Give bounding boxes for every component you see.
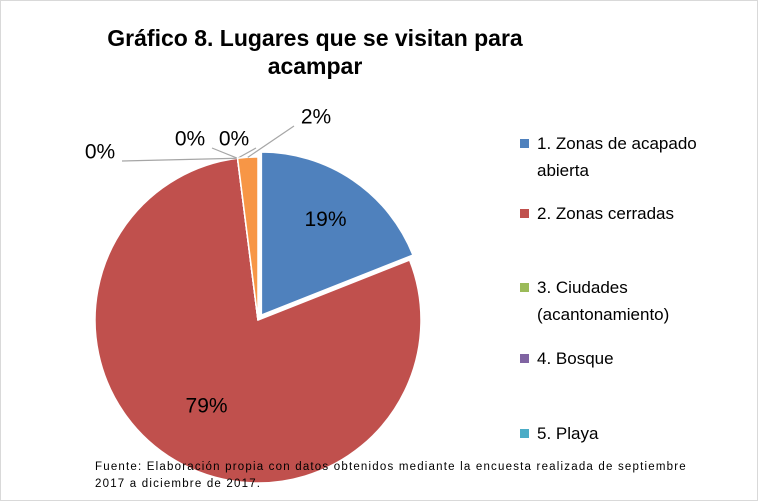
data-label: 19% — [304, 208, 346, 231]
leader-line — [237, 147, 257, 159]
legend-swatch — [520, 429, 529, 438]
data-label: 0% — [175, 128, 205, 151]
pie-slice — [260, 151, 414, 317]
leader-line — [247, 125, 295, 158]
legend-label: 1. Zonas de acapado abierta — [537, 134, 697, 180]
legend-swatch — [520, 354, 529, 363]
data-label: 0% — [85, 141, 115, 164]
data-label: 2% — [301, 106, 331, 129]
leader-line — [211, 147, 238, 159]
data-label: 0% — [219, 128, 249, 151]
data-label: 79% — [186, 395, 228, 418]
legend-swatch — [520, 139, 529, 148]
legend-label: 3. Ciudades (acantonamiento) — [537, 278, 670, 324]
legend-label: 2. Zonas cerradas — [537, 204, 675, 223]
source-note: Fuente: Elaboración propia con datos obt… — [95, 461, 687, 490]
legend-label: 4. Bosque — [537, 349, 614, 368]
legend-label: 5. Playa — [537, 424, 599, 443]
pie-slice — [94, 157, 422, 484]
chart-title: Gráfico 8. Lugares que se visitan para a… — [107, 25, 523, 79]
legend-swatch — [520, 283, 529, 292]
legend-swatch — [520, 209, 529, 218]
leader-line — [121, 157, 238, 162]
